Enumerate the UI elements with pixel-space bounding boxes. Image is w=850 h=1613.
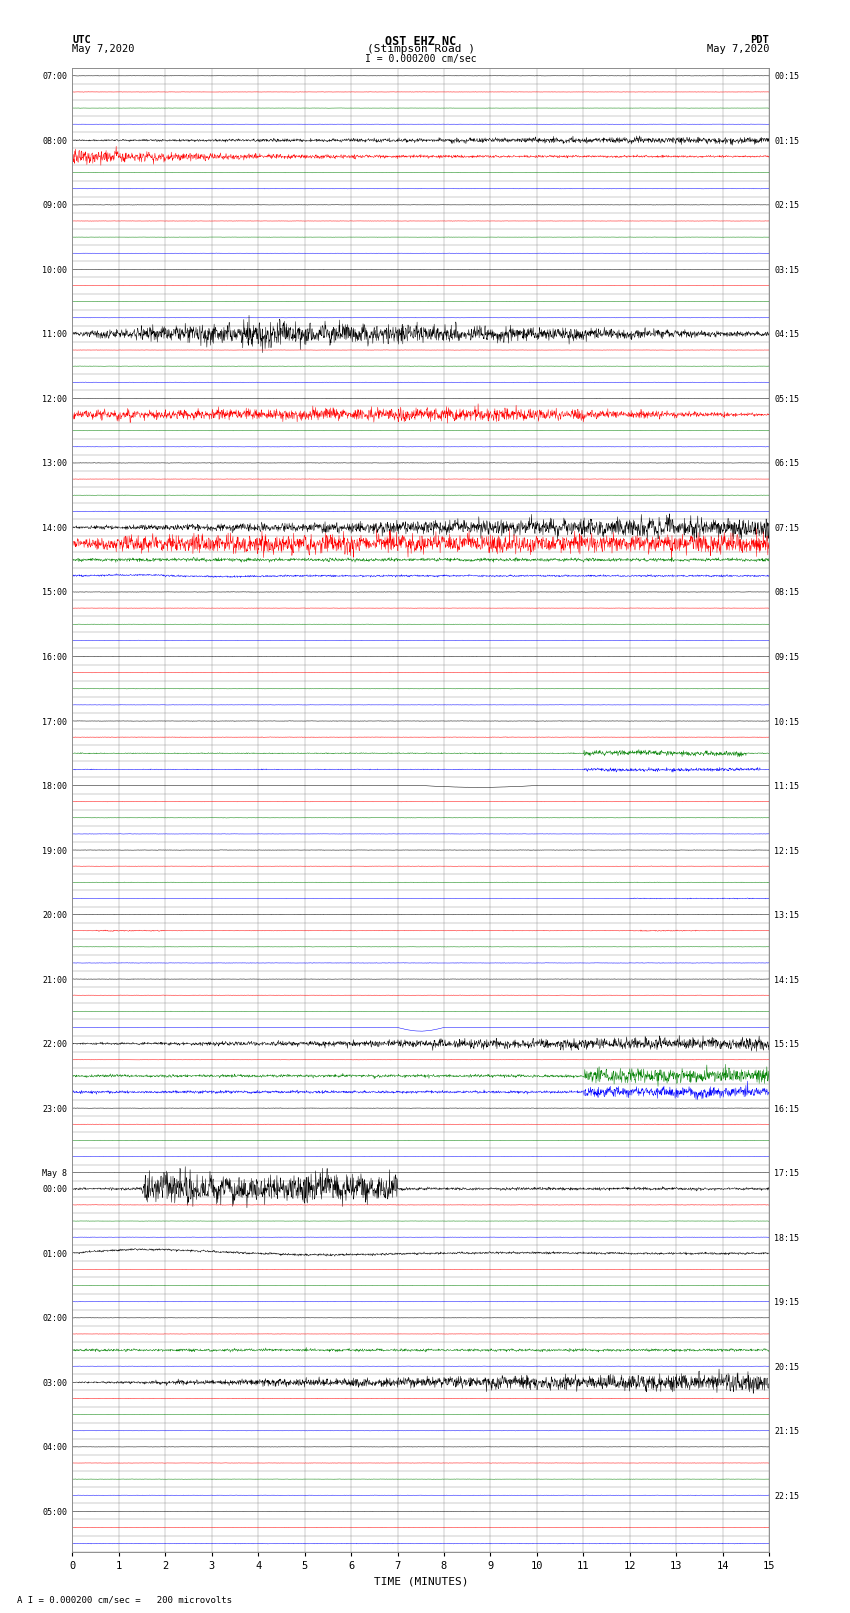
Text: OST EHZ NC: OST EHZ NC (385, 35, 456, 48)
Text: UTC: UTC (72, 35, 91, 45)
X-axis label: TIME (MINUTES): TIME (MINUTES) (373, 1576, 468, 1586)
Text: May 7,2020: May 7,2020 (706, 44, 769, 55)
Text: I = 0.000200 cm/sec: I = 0.000200 cm/sec (365, 53, 477, 65)
Text: PDT: PDT (751, 35, 769, 45)
Text: May 7,2020: May 7,2020 (72, 44, 135, 55)
Text: (Stimpson Road ): (Stimpson Road ) (366, 44, 475, 55)
Text: A I = 0.000200 cm/sec =   200 microvolts: A I = 0.000200 cm/sec = 200 microvolts (17, 1595, 232, 1605)
